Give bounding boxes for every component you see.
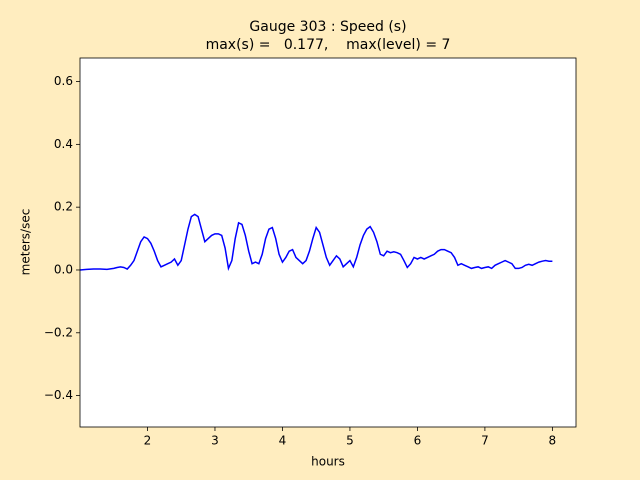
x-tick-label: 5 bbox=[346, 434, 354, 448]
plot-area bbox=[80, 58, 576, 427]
y-axis-label: meters/sec bbox=[19, 209, 33, 276]
x-tick-label: 7 bbox=[481, 434, 489, 448]
data-line bbox=[79, 213, 553, 272]
x-tick-label: 8 bbox=[549, 434, 557, 448]
y-tick-label: 0.6 bbox=[54, 74, 73, 88]
chart-title: Gauge 303 : Speed (s) bbox=[249, 19, 406, 35]
x-tick-label: 3 bbox=[211, 434, 219, 448]
x-axis-label: hours bbox=[311, 455, 345, 469]
y-tick-label: 0.2 bbox=[54, 200, 73, 214]
y-tick-label: 0.4 bbox=[54, 137, 73, 151]
x-tick-label: 2 bbox=[144, 434, 152, 448]
chart-subtitle: max(s) = 0.177, max(level) = 7 bbox=[206, 37, 451, 53]
y-tick-label: −0.4 bbox=[44, 388, 73, 402]
y-tick-label: 0.0 bbox=[54, 262, 73, 276]
y-tick-label: −0.2 bbox=[44, 325, 73, 339]
x-tick-label: 4 bbox=[279, 434, 287, 448]
x-tick-label: 6 bbox=[414, 434, 422, 448]
axes-frame bbox=[79, 57, 577, 428]
